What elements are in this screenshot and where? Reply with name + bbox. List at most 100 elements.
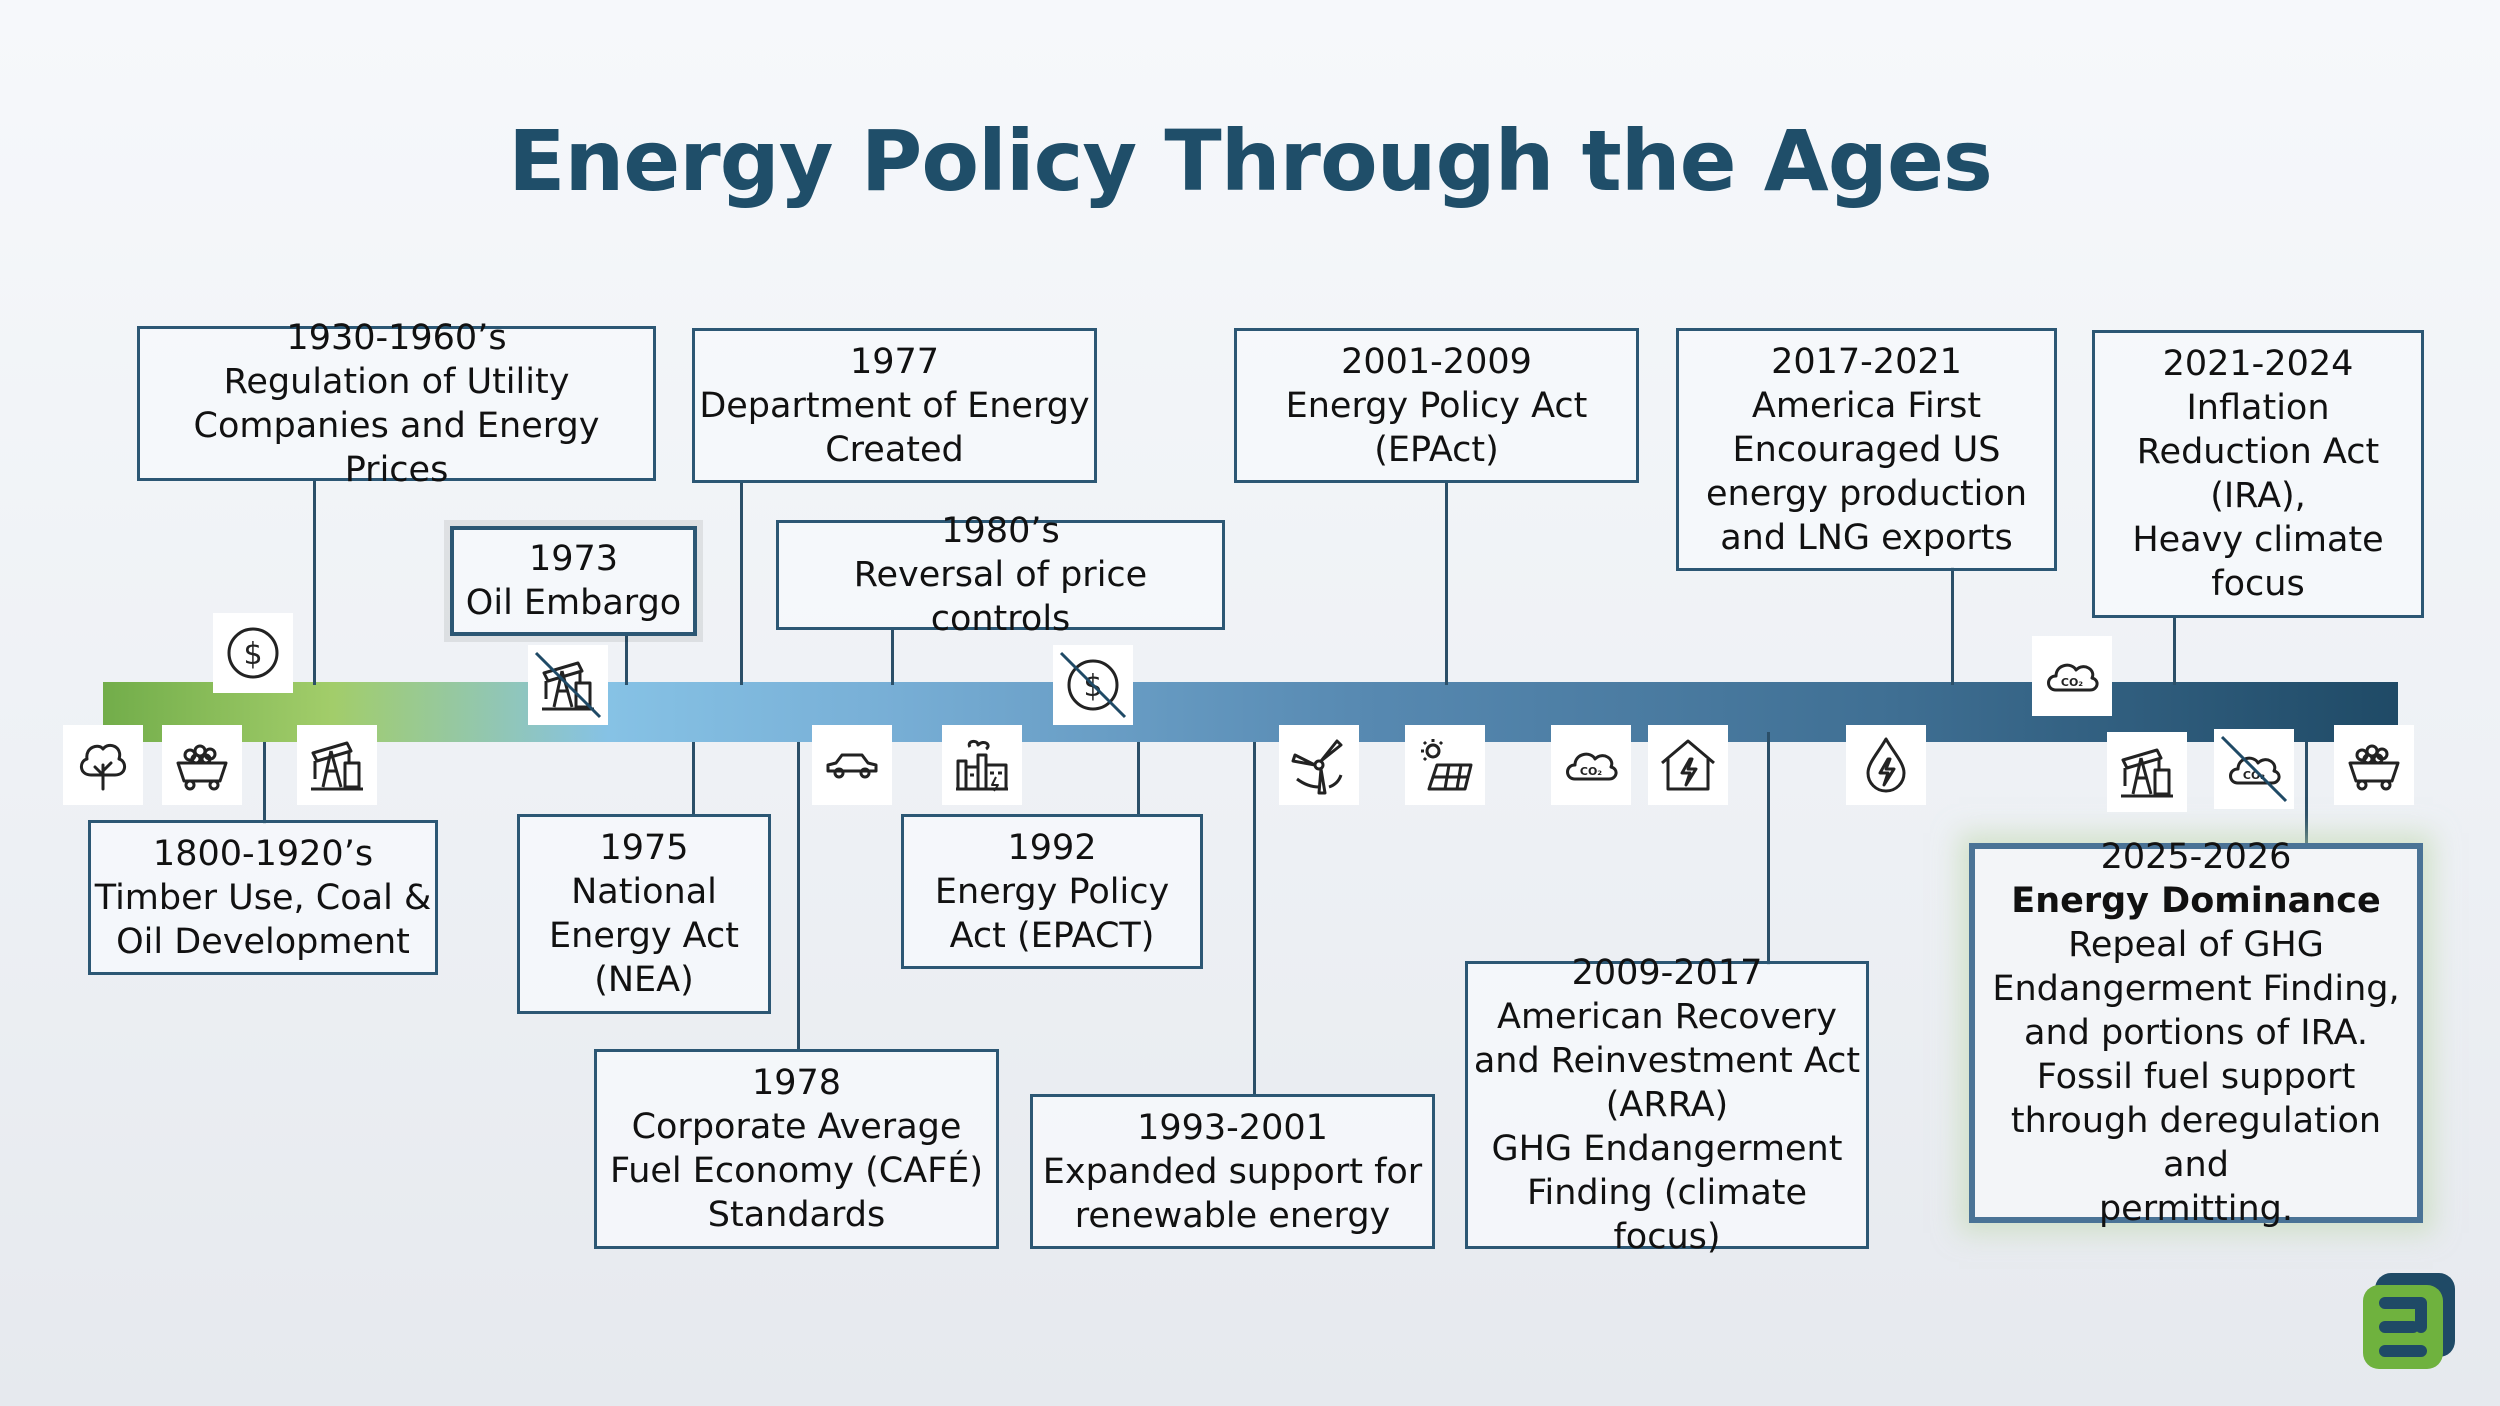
event-text: Reduction Act bbox=[2136, 432, 2380, 472]
no-oil-pump-icon bbox=[528, 645, 608, 725]
event-text: Energy Policy Act bbox=[1285, 385, 1588, 426]
event-box-1930: 1930-1960’s Regulation of Utility Compan… bbox=[137, 318, 656, 490]
event-date: 2001-2009 bbox=[1341, 341, 1532, 382]
event-text: Heavy climate bbox=[2132, 520, 2384, 560]
event-text: Repeal of GHG bbox=[2068, 925, 2324, 965]
connector-1800 bbox=[263, 742, 266, 824]
connector-1977 bbox=[740, 480, 743, 685]
event-text: Oil Embargo bbox=[465, 583, 682, 623]
event-text: Companies and Energy Prices bbox=[193, 405, 600, 490]
event-date: 2009-2017 bbox=[1571, 953, 1763, 993]
event-text: Endangerment Finding, bbox=[1992, 969, 2400, 1009]
no-co2-cloud-icon: CO₂ bbox=[2214, 729, 2294, 809]
event-box-1800: 1800-1920’s Timber Use, Coal & Oil Devel… bbox=[88, 820, 438, 975]
event-box-1993: 1993-2001 Expanded support for renewable… bbox=[1030, 1094, 1435, 1249]
svg-text:CO₂: CO₂ bbox=[2243, 769, 2265, 782]
event-text: Finding (climate focus) bbox=[1526, 1173, 1808, 1257]
event-text: Expanded support for bbox=[1042, 1151, 1423, 1192]
event-text: and Reinvestment Act bbox=[1473, 1041, 1861, 1081]
car-icon bbox=[812, 725, 892, 805]
svg-text:$: $ bbox=[243, 637, 262, 672]
event-box-1973: 1973 Oil Embargo bbox=[450, 526, 697, 636]
event-date: 1992 bbox=[1007, 827, 1097, 868]
event-text: energy production bbox=[1705, 473, 2027, 514]
event-text: Corporate Average bbox=[631, 1107, 962, 1147]
event-text: Fossil fuel support bbox=[2036, 1057, 2356, 1097]
event-text: and portions of IRA. bbox=[2024, 1013, 2368, 1053]
event-date: 1975 bbox=[599, 828, 689, 868]
event-text: Regulation of Utility bbox=[223, 361, 570, 402]
energy-drop-icon bbox=[1846, 725, 1926, 805]
event-text: Fuel Economy (CAFÉ) bbox=[609, 1151, 984, 1191]
event-box-1978: 1978 Corporate Average Fuel Economy (CAF… bbox=[594, 1049, 999, 1249]
event-text: Created bbox=[825, 429, 964, 470]
event-box-2001: 2001-2009 Energy Policy Act (EPAct) bbox=[1234, 328, 1639, 483]
wind-turbine-icon bbox=[1279, 725, 1359, 805]
event-box-2017: 2017-2021 America First Encouraged US en… bbox=[1676, 328, 2057, 571]
event-text: Timber Use, Coal & bbox=[94, 877, 432, 918]
event-text: Department of Energy bbox=[699, 385, 1090, 426]
connector-1992 bbox=[1137, 742, 1140, 817]
event-text: through deregulation and bbox=[2010, 1101, 2382, 1185]
event-box-1980: 1980’s Reversal of price controls bbox=[776, 511, 1225, 639]
event-text: America First bbox=[1751, 385, 1982, 426]
page-title: Energy Policy Through the Ages bbox=[508, 112, 1993, 210]
connector-2025 bbox=[2305, 742, 2308, 847]
coal-cart-icon bbox=[162, 725, 242, 805]
event-box-1992: 1992 Energy Policy Act (EPACT) bbox=[901, 814, 1203, 969]
no-dollar-icon: $ bbox=[1053, 645, 1133, 725]
event-text: Energy Policy bbox=[934, 871, 1170, 912]
event-text: and LNG exports bbox=[1720, 517, 2013, 558]
event-box-2021: 2021-2024 Inflation Reduction Act (IRA),… bbox=[2092, 330, 2424, 618]
event-date: 2017-2021 bbox=[1771, 341, 1962, 382]
connector-1980 bbox=[891, 628, 894, 685]
timeline-bar bbox=[103, 682, 2398, 742]
event-box-2025: 2025-2026 Energy Dominance Repeal of GHG… bbox=[1969, 837, 2423, 1229]
event-box-1975: 1975 National Energy Act (NEA) bbox=[517, 814, 771, 1014]
connector-2017 bbox=[1951, 567, 1954, 685]
connector-2021 bbox=[2173, 617, 2176, 685]
connector-1975 bbox=[692, 742, 695, 816]
connector-1978 bbox=[797, 742, 800, 1052]
connector-1973 bbox=[625, 634, 628, 685]
co2-cloud-icon: CO₂ bbox=[1551, 725, 1631, 805]
event-text: Reversal of price controls bbox=[853, 555, 1148, 639]
event-date: 1980’s bbox=[941, 511, 1060, 551]
dollar-icon: $ bbox=[213, 613, 293, 693]
energy-house-icon bbox=[1648, 725, 1728, 805]
oil-pump-icon bbox=[297, 725, 377, 805]
coal-cart-icon bbox=[2334, 725, 2414, 805]
oil-pump-icon bbox=[2107, 732, 2187, 812]
event-text: Oil Development bbox=[116, 921, 410, 962]
connector-1930 bbox=[313, 480, 316, 685]
event-date: 1993-2001 bbox=[1137, 1107, 1328, 1148]
event-text: (EPAct) bbox=[1374, 429, 1499, 470]
event-text: focus bbox=[2211, 564, 2305, 604]
event-text: Energy Act bbox=[549, 916, 739, 956]
tree-icon bbox=[63, 725, 143, 805]
solar-panel-icon bbox=[1405, 725, 1485, 805]
event-text: (IRA), bbox=[2210, 476, 2306, 516]
co2-cloud-icon: CO₂ bbox=[2032, 636, 2112, 716]
event-box-2009: 2009-2017 American Recovery and Reinvest… bbox=[1465, 953, 1869, 1257]
event-date: 2021-2024 bbox=[2162, 344, 2354, 384]
event-date: 1977 bbox=[849, 341, 940, 382]
event-headline: Energy Dominance bbox=[2011, 881, 2381, 921]
connector-2009 bbox=[1767, 732, 1770, 965]
event-text: (ARRA) bbox=[1605, 1085, 1729, 1125]
connector-1993 bbox=[1253, 742, 1256, 1096]
event-date: 1930-1960’s bbox=[286, 317, 507, 358]
svg-text:CO₂: CO₂ bbox=[2061, 676, 2083, 689]
event-text: (NEA) bbox=[594, 960, 694, 1000]
brand-logo bbox=[2363, 1273, 2455, 1369]
event-text: National bbox=[571, 872, 717, 912]
svg-text:CO₂: CO₂ bbox=[1580, 765, 1602, 778]
event-date: 1973 bbox=[528, 539, 619, 579]
event-text: Standards bbox=[707, 1195, 886, 1235]
event-text: American Recovery bbox=[1497, 997, 1837, 1037]
factory-icon bbox=[942, 725, 1022, 805]
event-text: renewable energy bbox=[1074, 1195, 1391, 1236]
connector-2001 bbox=[1445, 480, 1448, 685]
event-text: Encouraged US bbox=[1732, 429, 2001, 470]
event-date: 1800-1920’s bbox=[152, 833, 374, 874]
